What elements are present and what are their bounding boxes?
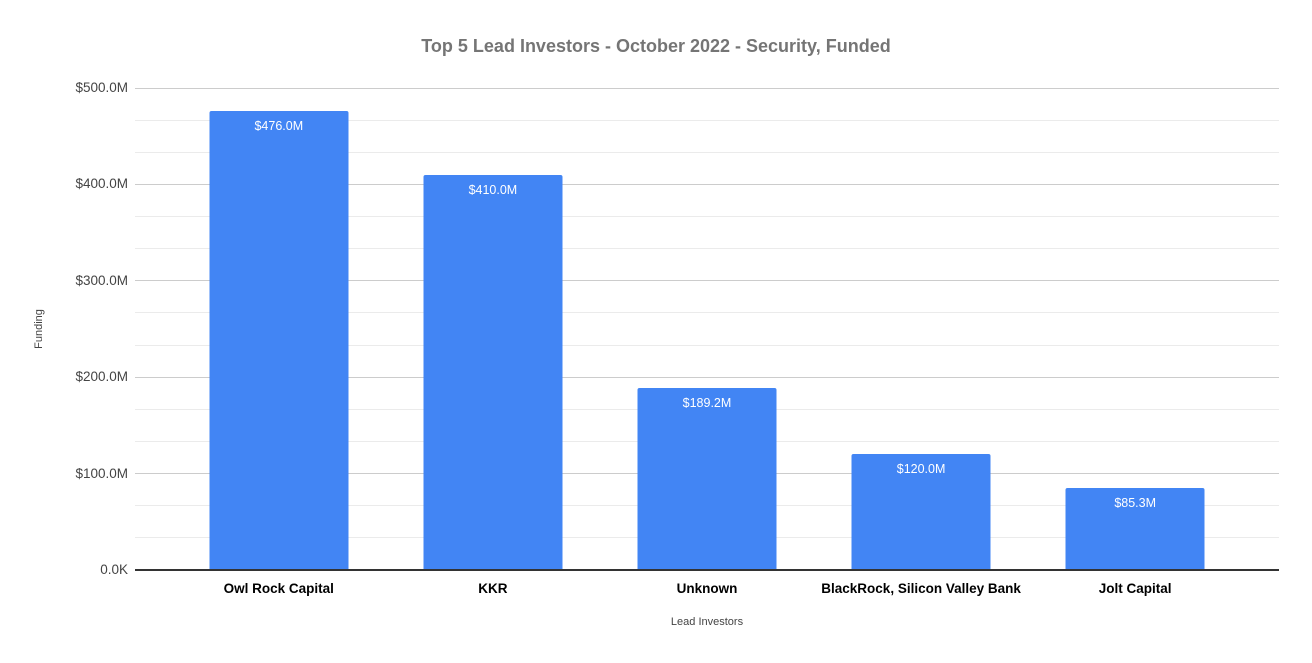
bar: $189.2M: [637, 387, 777, 570]
x-category-label: KKR: [478, 581, 508, 596]
major-gridline: [135, 87, 1279, 89]
x-cat-band: Unknown: [600, 580, 814, 598]
bar-value-label: $410.0M: [468, 182, 518, 197]
minor-gridline: [135, 248, 1279, 250]
y-tick-label: $200.0M: [75, 369, 128, 385]
major-gridline: [135, 183, 1279, 185]
minor-gridline: [135, 151, 1279, 153]
bar: $410.0M: [423, 174, 563, 570]
bar-value-label: $189.2M: [682, 395, 732, 410]
y-tick-label: 0.0K: [100, 562, 128, 577]
y-tick-label: $400.0M: [75, 176, 128, 192]
plot-area: $476.0M $410.0M $189.2M $120.0M $85.3M: [135, 87, 1279, 571]
x-axis-baseline: [135, 569, 1279, 571]
y-tick-label: $500.0M: [75, 80, 128, 95]
x-cat-band: Jolt Capital: [1028, 580, 1242, 598]
x-category-label: Owl Rock Capital: [223, 581, 334, 596]
major-gridline: [135, 376, 1279, 378]
y-tick-label: $100.0M: [75, 465, 128, 481]
bar: $120.0M: [851, 454, 991, 570]
y-axis-title: Funding: [33, 309, 45, 349]
x-category-label: Unknown: [676, 581, 738, 596]
bar-band: $85.3M: [1028, 88, 1242, 570]
minor-gridline: [135, 216, 1279, 218]
bar-value-label: $85.3M: [1114, 495, 1157, 510]
x-cat-band: BlackRock, Silicon Valley Bank: [814, 580, 1028, 598]
x-axis-title: Lead Investors: [670, 616, 744, 628]
minor-gridline: [135, 119, 1279, 121]
minor-gridline: [135, 312, 1279, 314]
bar-band: $476.0M: [172, 88, 386, 570]
minor-gridline: [135, 344, 1279, 346]
x-axis-category-labels: Owl Rock Capital KKR Unknown BlackRock, Sil…: [172, 580, 1243, 598]
x-category-label: BlackRock, Silicon Valley Bank: [821, 581, 1021, 596]
bar-band: $410.0M: [386, 88, 600, 570]
x-category-label: Jolt Capital: [1098, 581, 1172, 596]
bar-value-label: $120.0M: [896, 462, 946, 477]
bar-band: $120.0M: [814, 88, 1028, 570]
bar-band: $189.2M: [600, 88, 814, 570]
bar: $476.0M: [209, 111, 349, 570]
bar-value-label: $476.0M: [254, 119, 304, 134]
chart-title: Top 5 Lead Investors - October 2022 - Se…: [421, 36, 891, 56]
x-cat-band: KKR: [386, 580, 600, 598]
x-cat-band: Owl Rock Capital: [172, 580, 386, 598]
bars-region: $476.0M $410.0M $189.2M $120.0M $85.3M: [172, 88, 1243, 570]
bar: $85.3M: [1065, 487, 1205, 570]
major-gridline: [135, 280, 1279, 282]
y-tick-label: $300.0M: [75, 272, 128, 288]
